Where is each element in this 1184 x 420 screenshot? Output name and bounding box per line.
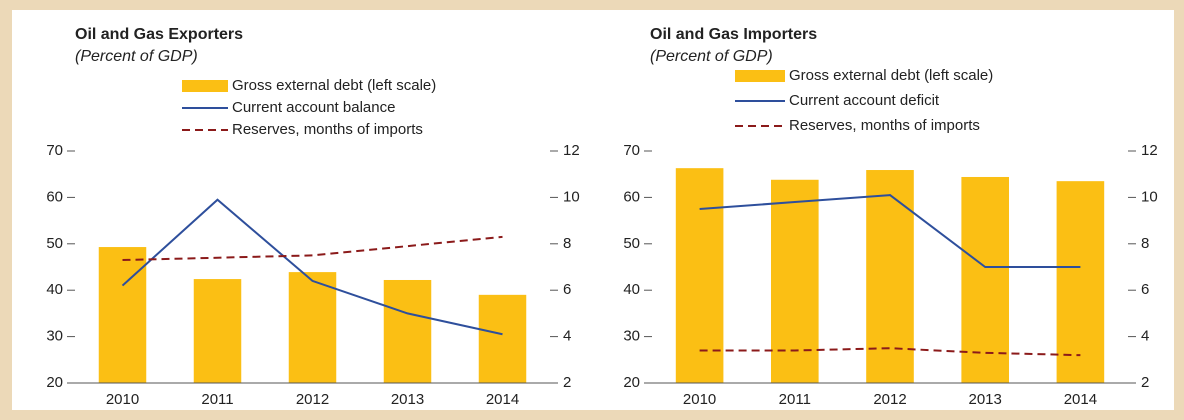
chart-subtitle: (Percent of GDP) xyxy=(650,48,773,65)
x-tick-label: 2011 xyxy=(201,391,233,408)
bar xyxy=(478,294,527,383)
legend-label: Gross external debt (left scale) xyxy=(789,67,993,84)
chart-title: Oil and Gas Importers xyxy=(650,26,817,43)
y2-tick-label: 2 xyxy=(563,374,571,391)
x-tick-label: 2012 xyxy=(873,391,906,408)
bar xyxy=(961,176,1009,383)
x-tick-label: 2011 xyxy=(779,391,811,408)
x-tick-label: 2013 xyxy=(391,391,424,408)
y-tick-label: 40 xyxy=(46,281,63,298)
bar xyxy=(383,279,432,383)
y2-tick-label: 6 xyxy=(1141,281,1149,298)
y-tick-label: 40 xyxy=(623,281,640,298)
y2-tick-label: 8 xyxy=(563,235,571,252)
legend-swatch xyxy=(735,70,785,82)
bar xyxy=(675,168,724,383)
line xyxy=(122,235,503,262)
x-tick-label: 2014 xyxy=(1064,391,1097,408)
bar xyxy=(288,272,337,383)
y2-tick-label: 10 xyxy=(1141,188,1158,205)
bar xyxy=(98,247,147,383)
bar xyxy=(193,279,242,383)
legend-label: Reserves, months of imports xyxy=(232,121,423,138)
x-tick-label: 2014 xyxy=(486,391,519,408)
y-tick-label: 30 xyxy=(46,328,63,345)
chart-title: Oil and Gas Exporters xyxy=(75,26,243,43)
y-tick-label: 70 xyxy=(46,142,63,159)
x-tick-label: 2010 xyxy=(106,391,139,408)
legend-label: Gross external debt (left scale) xyxy=(232,77,436,94)
legend-swatch xyxy=(182,80,228,92)
y-tick-label: 20 xyxy=(46,374,63,391)
legend-label: Current account balance xyxy=(232,99,395,116)
y2-tick-label: 10 xyxy=(563,188,580,205)
chart-subtitle: (Percent of GDP) xyxy=(75,48,198,65)
y2-tick-label: 2 xyxy=(1141,374,1149,391)
y-tick-label: 60 xyxy=(623,188,640,205)
y2-tick-label: 6 xyxy=(563,281,571,298)
legend-label: Current account deficit xyxy=(789,92,940,109)
y2-tick-label: 4 xyxy=(1141,328,1149,345)
bar xyxy=(771,179,819,383)
y2-tick-label: 12 xyxy=(563,142,580,159)
x-tick-label: 2010 xyxy=(683,391,716,408)
y-tick-label: 70 xyxy=(623,142,640,159)
y-tick-label: 50 xyxy=(46,235,63,252)
bar xyxy=(1056,181,1105,383)
line xyxy=(699,194,1081,268)
y2-tick-label: 12 xyxy=(1141,142,1158,159)
x-tick-label: 2013 xyxy=(969,391,1002,408)
y-tick-label: 60 xyxy=(46,188,63,205)
bar xyxy=(866,170,914,383)
y-tick-label: 30 xyxy=(623,328,640,345)
y-tick-label: 50 xyxy=(623,235,640,252)
legend-label: Reserves, months of imports xyxy=(789,117,980,134)
y2-tick-label: 4 xyxy=(563,328,571,345)
y-tick-label: 20 xyxy=(623,374,640,391)
y2-tick-label: 8 xyxy=(1141,235,1149,252)
line xyxy=(121,198,503,336)
line xyxy=(699,347,1081,357)
x-tick-label: 2012 xyxy=(296,391,329,408)
